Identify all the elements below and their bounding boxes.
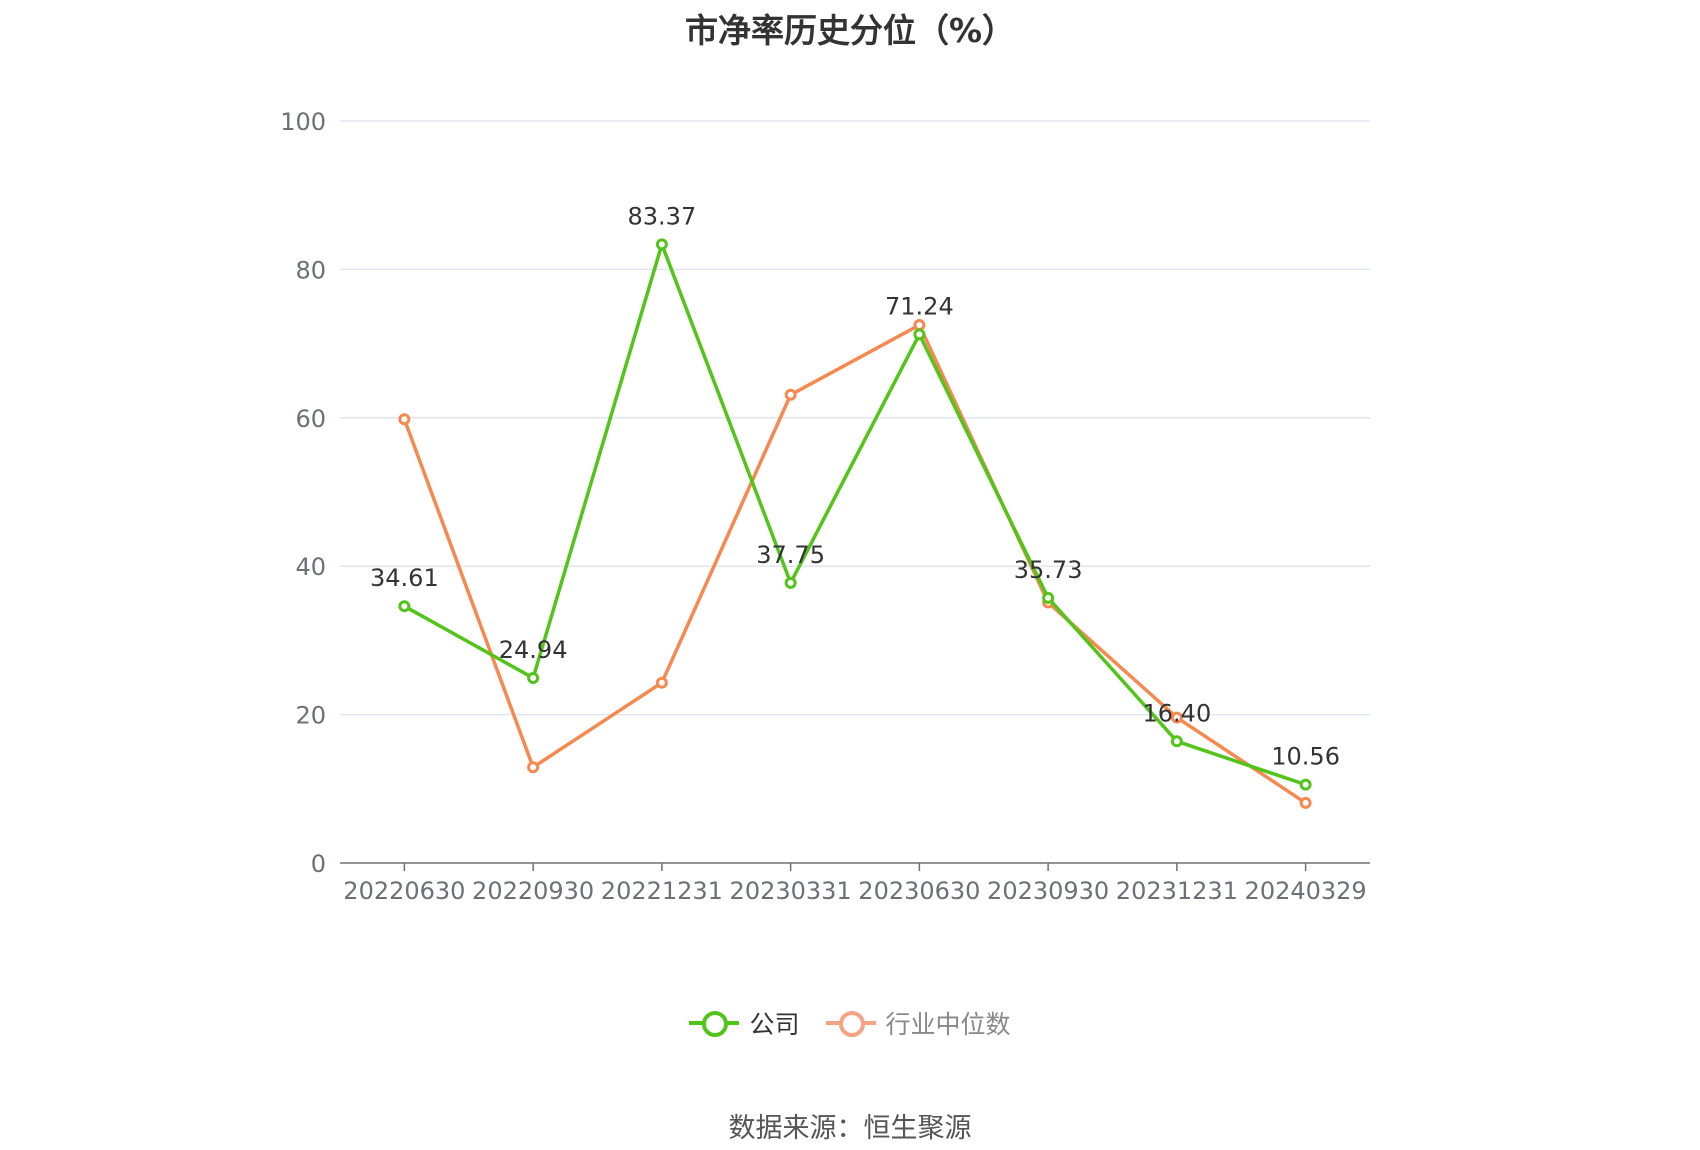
data-label: 34.61 xyxy=(370,564,439,592)
x-tick-label: 20230630 xyxy=(858,877,980,905)
data-point-company xyxy=(398,600,411,613)
x-tick-label: 20220930 xyxy=(472,877,594,905)
x-tick-label: 20221231 xyxy=(601,877,723,905)
data-label: 10.56 xyxy=(1271,743,1340,771)
y-tick-label: 100 xyxy=(280,108,326,136)
data-label: 71.24 xyxy=(885,292,954,320)
data-point-industry-median xyxy=(1170,711,1183,724)
data-point-industry-median xyxy=(913,319,926,332)
x-tick-label: 20230331 xyxy=(730,877,852,905)
series-line-industry-median xyxy=(402,323,1307,805)
x-tick-label: 20230930 xyxy=(987,877,1109,905)
data-point-company xyxy=(1042,591,1055,604)
data-point-company xyxy=(1299,778,1312,791)
data-point-industry-median xyxy=(655,676,668,689)
y-tick-label: 40 xyxy=(295,553,326,581)
x-tick-label: 20220630 xyxy=(343,877,465,905)
data-point-industry-median xyxy=(1299,796,1312,809)
data-point-industry-median xyxy=(784,388,797,401)
data-label: 83.37 xyxy=(628,202,697,230)
data-source: 数据来源：恒生聚源 xyxy=(728,1113,972,1144)
x-tick-label: 20240329 xyxy=(1245,877,1367,905)
data-point-company xyxy=(1170,735,1183,748)
legend-company-label: 公司 xyxy=(749,1010,800,1039)
y-tick-label: 0 xyxy=(311,850,326,878)
series-line-company xyxy=(403,242,1307,787)
data-label: 37.75 xyxy=(756,541,825,569)
data-point-company xyxy=(527,671,540,684)
y-tick-label: 60 xyxy=(295,405,326,433)
data-point-company xyxy=(655,238,668,251)
legend-industry-marker-icon xyxy=(825,1009,876,1037)
legend-company-marker-icon xyxy=(689,1009,740,1037)
legend-item-company[interactable]: 公司 xyxy=(689,1005,800,1041)
chart-title: 市净率历史分位（%） xyxy=(684,11,1016,50)
legend-industry-label: 行业中位数 xyxy=(885,1010,1011,1039)
y-tick-label: 20 xyxy=(295,702,326,730)
data-label: 24.94 xyxy=(499,636,568,664)
legend: 公司 行业中位数 xyxy=(0,1005,1700,1041)
data-point-company xyxy=(913,328,926,341)
data-label: 16.40 xyxy=(1143,699,1212,727)
data-label: 35.73 xyxy=(1014,556,1083,584)
data-point-industry-median xyxy=(398,413,411,426)
data-point-company xyxy=(784,576,797,589)
data-point-industry-median xyxy=(527,761,540,774)
x-tick-label: 20231231 xyxy=(1116,877,1238,905)
y-tick-label: 80 xyxy=(295,256,326,284)
legend-item-industry-median[interactable]: 行业中位数 xyxy=(825,1005,1011,1041)
